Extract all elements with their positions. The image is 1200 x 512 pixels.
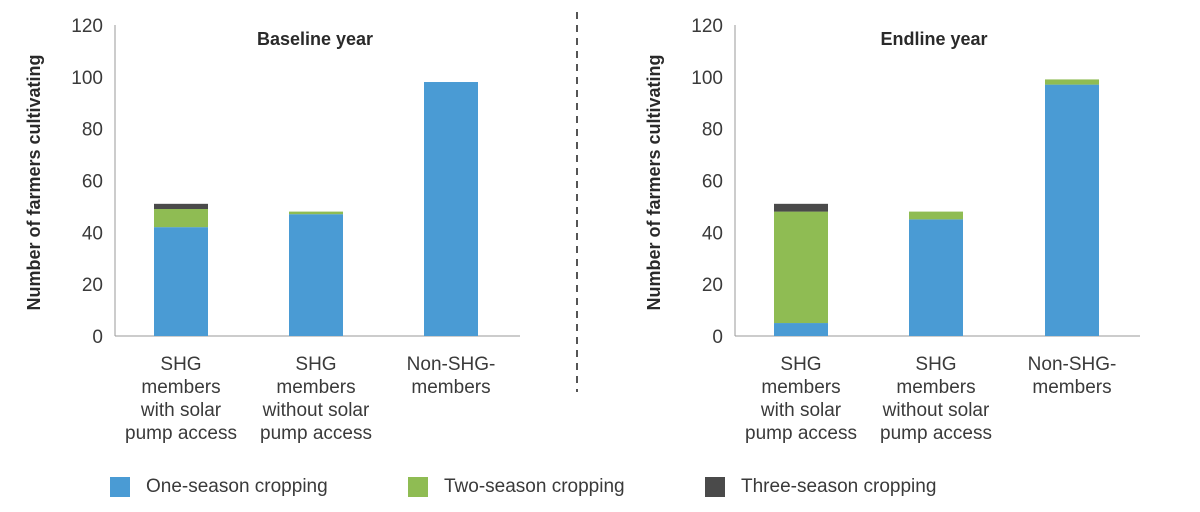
y-tick-label: 120 xyxy=(71,16,103,37)
y-tick-label: 100 xyxy=(691,68,723,89)
legend-label-two-season: Two-season cropping xyxy=(444,476,625,497)
x-tick-label: SHG members without solar pump access xyxy=(880,354,992,444)
y-tick-label: 20 xyxy=(82,275,103,296)
y-axis-title: Number of farmers cultivating xyxy=(24,54,44,310)
legend-item-three-season: Three-season cropping xyxy=(705,476,936,498)
bar-two-season-cropping-shg-members-without-solar-pump-access xyxy=(289,211,343,215)
x-tick-label: SHG members without solar pump access xyxy=(260,354,372,444)
y-tick-label: 20 xyxy=(702,275,723,296)
y-tick-label: 40 xyxy=(82,223,103,244)
y-tick-label: 60 xyxy=(702,172,723,193)
panel-title: Baseline year xyxy=(257,29,373,49)
x-tick-label: SHG members with solar pump access xyxy=(745,354,857,444)
legend-swatch-two-season xyxy=(408,477,428,497)
chart-legend: One-season cropping Two-season cropping … xyxy=(0,476,1200,506)
y-tick-label: 0 xyxy=(92,327,103,348)
bar-one-season-cropping-shg-members-with-solar-pump-access xyxy=(774,323,828,336)
y-tick-label: 60 xyxy=(82,172,103,193)
y-tick-label: 80 xyxy=(702,120,723,141)
y-tick-label: 80 xyxy=(82,120,103,141)
legend-swatch-three-season xyxy=(705,477,725,497)
legend-item-two-season: Two-season cropping xyxy=(408,476,625,498)
chart-canvas: 0 20 40 60 80 100 120 Number of farmers cultiva… xyxy=(24,12,1140,444)
bar-one-season-cropping-shg-members-with-solar-pump-access xyxy=(154,227,208,336)
bar-two-season-cropping-shg-members-with-solar-pump-access xyxy=(154,209,208,228)
bar-one-season-cropping-shg-members-without-solar-pump-access xyxy=(909,219,963,336)
y-tick-label: 100 xyxy=(71,68,103,89)
legend-item-one-season: One-season cropping xyxy=(110,476,328,498)
bar-three-season-cropping-shg-members-with-solar-pump-access xyxy=(154,203,208,210)
panel-title: Endline year xyxy=(880,29,987,49)
y-tick-label: 40 xyxy=(702,223,723,244)
y-tick-label: 120 xyxy=(691,16,723,37)
legend-label-one-season: One-season cropping xyxy=(146,476,328,497)
bar-three-season-cropping-shg-members-with-solar-pump-access xyxy=(774,203,828,212)
bar-one-season-cropping-non-shg-members xyxy=(1045,84,1099,336)
x-tick-label: SHG members with solar pump access xyxy=(125,354,237,444)
bar-one-season-cropping-shg-members-without-solar-pump-access xyxy=(289,214,343,336)
legend-swatch-one-season xyxy=(110,477,130,497)
legend-label-three-season: Three-season cropping xyxy=(741,476,937,497)
bar-one-season-cropping-non-shg-members xyxy=(424,82,478,337)
y-tick-label: 0 xyxy=(712,327,723,348)
bar-two-season-cropping-shg-members-with-solar-pump-access xyxy=(774,211,828,324)
y-axis-title: Number of farmers cultivating xyxy=(644,54,664,310)
bar-two-season-cropping-non-shg-members xyxy=(1045,79,1099,85)
bar-two-season-cropping-shg-members-without-solar-pump-access xyxy=(909,211,963,220)
x-tick-label: Non-SHG-members xyxy=(1028,354,1117,398)
x-tick-label: Non-SHG-members xyxy=(407,354,496,398)
